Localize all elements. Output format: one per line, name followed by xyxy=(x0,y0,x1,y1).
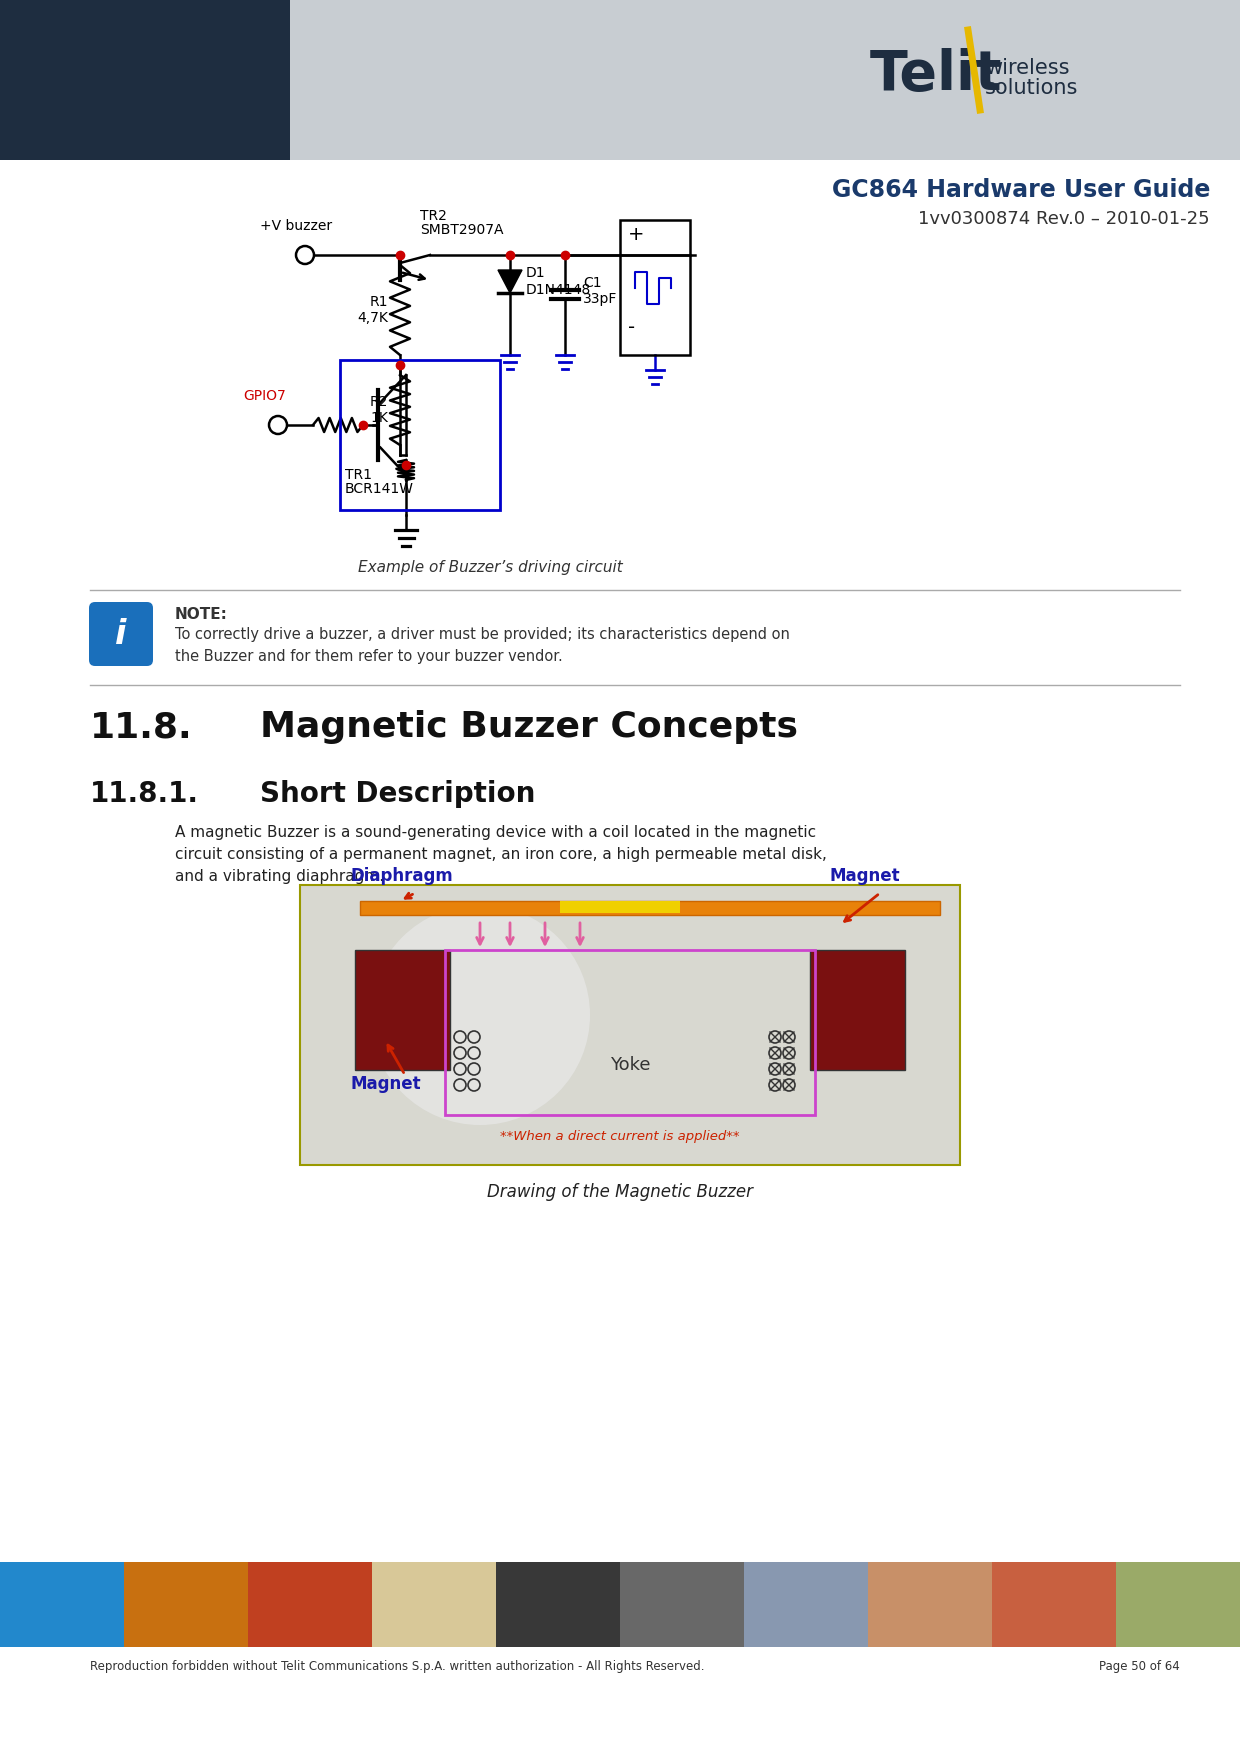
Text: R1: R1 xyxy=(370,295,388,309)
Polygon shape xyxy=(498,270,522,293)
Bar xyxy=(992,1562,1118,1646)
Bar xyxy=(496,1562,622,1646)
Bar xyxy=(560,900,680,913)
Text: Page 50 of 64: Page 50 of 64 xyxy=(1099,1660,1180,1673)
Circle shape xyxy=(370,906,590,1125)
FancyBboxPatch shape xyxy=(89,602,153,665)
Text: Telit: Telit xyxy=(870,47,1002,102)
Text: i: i xyxy=(115,618,126,651)
Text: 11.8.1.: 11.8.1. xyxy=(91,779,198,807)
Text: GPIO7: GPIO7 xyxy=(243,390,285,404)
Bar xyxy=(620,1562,746,1646)
Text: 4,7K: 4,7K xyxy=(357,311,388,325)
Text: **When a direct current is applied**: **When a direct current is applied** xyxy=(500,1130,740,1143)
Text: Yoke: Yoke xyxy=(610,1057,650,1074)
Text: Drawing of the Magnetic Buzzer: Drawing of the Magnetic Buzzer xyxy=(487,1183,753,1200)
Text: 1K: 1K xyxy=(370,411,388,425)
Text: SMBT2907A: SMBT2907A xyxy=(420,223,503,237)
Text: +V buzzer: +V buzzer xyxy=(260,219,332,233)
Bar xyxy=(360,900,940,914)
Bar xyxy=(445,949,815,1114)
Bar xyxy=(868,1562,994,1646)
Text: Diaphragm: Diaphragm xyxy=(350,867,453,885)
Text: Short Description: Short Description xyxy=(260,779,536,807)
Text: Magnetic Buzzer Concepts: Magnetic Buzzer Concepts xyxy=(260,711,799,744)
Text: BCR141W: BCR141W xyxy=(345,483,414,497)
Bar xyxy=(290,0,1240,160)
Text: solutions: solutions xyxy=(985,77,1079,98)
Bar xyxy=(340,360,500,511)
Text: TR1: TR1 xyxy=(345,469,372,483)
Bar xyxy=(355,949,450,1071)
Text: D1N4148: D1N4148 xyxy=(526,283,591,297)
Bar xyxy=(1116,1562,1240,1646)
Text: 1vv0300874 Rev.0 – 2010-01-25: 1vv0300874 Rev.0 – 2010-01-25 xyxy=(919,211,1210,228)
Bar xyxy=(620,219,689,355)
Bar xyxy=(372,1562,498,1646)
Text: D1: D1 xyxy=(526,267,546,281)
Text: TR2: TR2 xyxy=(420,209,446,223)
Bar xyxy=(744,1562,870,1646)
Text: 11.8.: 11.8. xyxy=(91,711,192,744)
Text: wireless: wireless xyxy=(985,58,1069,77)
Text: GC864 Hardware User Guide: GC864 Hardware User Guide xyxy=(832,177,1210,202)
Text: -: - xyxy=(627,318,635,337)
Text: To correctly drive a buzzer, a driver must be provided; its characteristics depe: To correctly drive a buzzer, a driver mu… xyxy=(175,627,790,663)
Bar xyxy=(300,885,960,1165)
Bar xyxy=(0,0,290,160)
Bar xyxy=(810,949,905,1071)
Text: +: + xyxy=(627,225,645,244)
Bar xyxy=(124,1562,250,1646)
Text: A magnetic Buzzer is a sound-generating device with a coil located in the magnet: A magnetic Buzzer is a sound-generating … xyxy=(175,825,827,885)
Text: C1: C1 xyxy=(583,276,601,290)
Text: 33pF: 33pF xyxy=(583,291,618,305)
Text: Example of Buzzer’s driving circuit: Example of Buzzer’s driving circuit xyxy=(357,560,622,576)
Text: Reproduction forbidden without Telit Communications S.p.A. written authorization: Reproduction forbidden without Telit Com… xyxy=(91,1660,704,1673)
Bar xyxy=(0,1562,126,1646)
Text: NOTE:: NOTE: xyxy=(175,607,228,621)
Text: Magnet: Magnet xyxy=(830,867,900,885)
Text: R2: R2 xyxy=(370,395,388,409)
Bar xyxy=(248,1562,374,1646)
Text: Magnet: Magnet xyxy=(350,1076,420,1093)
